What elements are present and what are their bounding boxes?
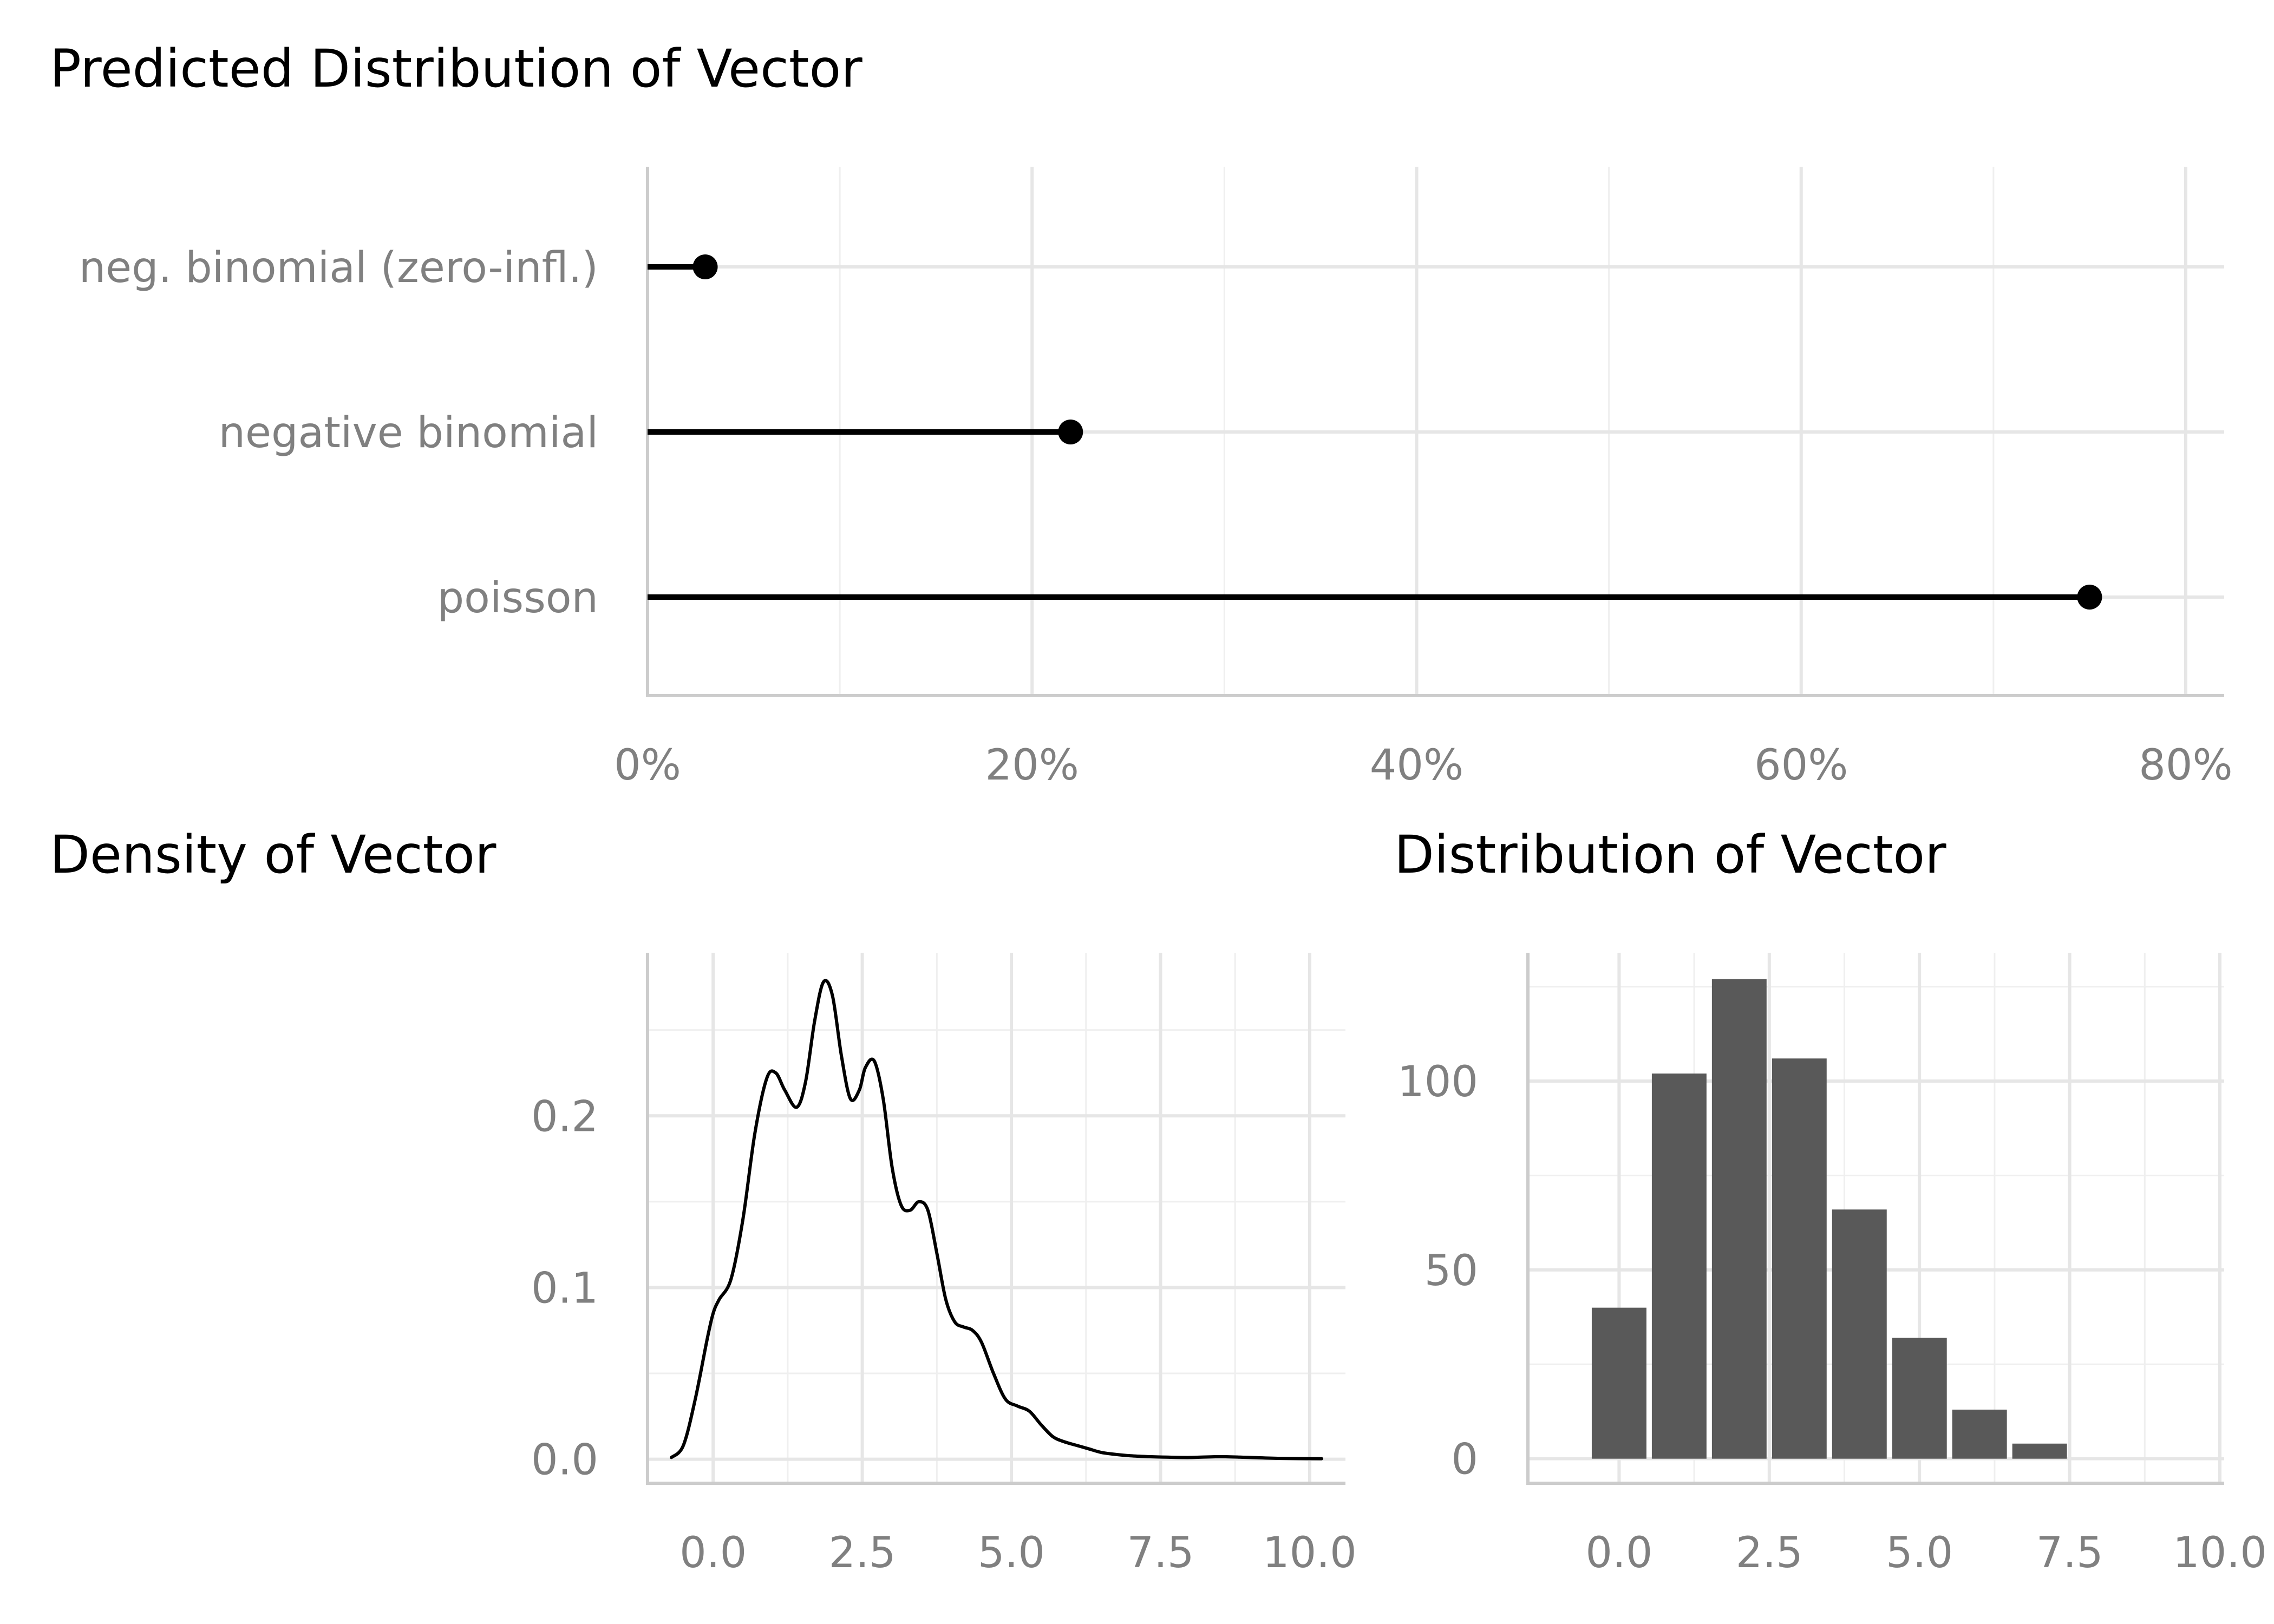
panel-title-density: Density of Vector [50, 824, 496, 885]
top-x-tick-label: 60% [1754, 741, 1848, 790]
histogram-marks [1591, 979, 2067, 1459]
hist-y-tick-label: 50 [1424, 1247, 1478, 1295]
density-x-tick-label: 0.0 [679, 1529, 747, 1577]
lollipop-dot [692, 254, 718, 279]
panel-title-predicted: Predicted Distribution of Vector [50, 38, 862, 99]
panel-predicted-distribution: Predicted Distribution of Vector 0% 20% 40… [50, 38, 2233, 790]
top-category-label: poisson [437, 574, 598, 623]
histogram-bar [1832, 1209, 1887, 1459]
top-category-label: neg. binomial (zero-infl.) [79, 244, 598, 292]
top-labels: 0% 20% 40% 60% 80% neg. binomial (zero-infl.)… [79, 244, 2233, 790]
density-y-tick-label: 0.0 [531, 1436, 598, 1485]
histogram-bar [1591, 1307, 1646, 1459]
histogram-labels: 0.0 2.5 5.0 7.5 10.0 0 50 100 [1397, 1058, 2267, 1577]
lollipop-dot [1058, 420, 1083, 444]
hist-x-tick-label: 10.0 [2173, 1529, 2267, 1577]
density-line [670, 979, 1323, 1461]
density-y-tick-label: 0.1 [531, 1264, 598, 1313]
top-category-label: negative binomial [219, 409, 598, 457]
histogram-bar [1711, 979, 1767, 1459]
panel-histogram: Distribution of Vector 0.0 2.5 5.0 7.5 10.00… [1394, 824, 2267, 1577]
panel-title-histogram: Distribution of Vector [1394, 824, 1946, 885]
histogram-bar [1892, 1338, 1947, 1459]
density-gridlines [646, 953, 1345, 1485]
top-x-tick-label: 20% [985, 741, 1079, 790]
hist-x-tick-label: 2.5 [1736, 1529, 1803, 1577]
histogram-bar [1952, 1409, 2007, 1459]
histogram-bar [2012, 1443, 2067, 1459]
histogram-bar [1651, 1073, 1707, 1459]
density-x-tick-label: 2.5 [829, 1529, 896, 1577]
lollipop-dot [2077, 585, 2102, 610]
hist-y-tick-label: 0 [1451, 1436, 1478, 1484]
histogram-bar [1772, 1058, 1827, 1459]
top-x-tick-label: 0% [614, 741, 681, 790]
hist-x-tick-label: 7.5 [2036, 1529, 2103, 1577]
top-x-tick-label: 80% [2139, 741, 2232, 790]
hist-x-tick-label: 5.0 [1886, 1529, 1953, 1577]
density-x-tick-label: 5.0 [978, 1529, 1045, 1577]
density-marks [670, 979, 1323, 1461]
density-y-tick-label: 0.2 [531, 1092, 598, 1141]
hist-y-tick-label: 100 [1397, 1058, 1478, 1106]
density-labels: 0.0 2.5 5.0 7.5 10.0 0.0 0.1 0.2 [531, 1092, 1357, 1577]
panel-density: Density of Vector 0.0 2.5 5.0 7.5 10.0 0.0 0.1… [50, 824, 1357, 1577]
top-x-tick-label: 40% [1370, 741, 1463, 790]
hist-x-tick-label: 0.0 [1585, 1529, 1652, 1577]
top-marks [648, 254, 2102, 610]
density-x-tick-label: 10.0 [1263, 1529, 1357, 1577]
density-x-tick-label: 7.5 [1127, 1529, 1194, 1577]
